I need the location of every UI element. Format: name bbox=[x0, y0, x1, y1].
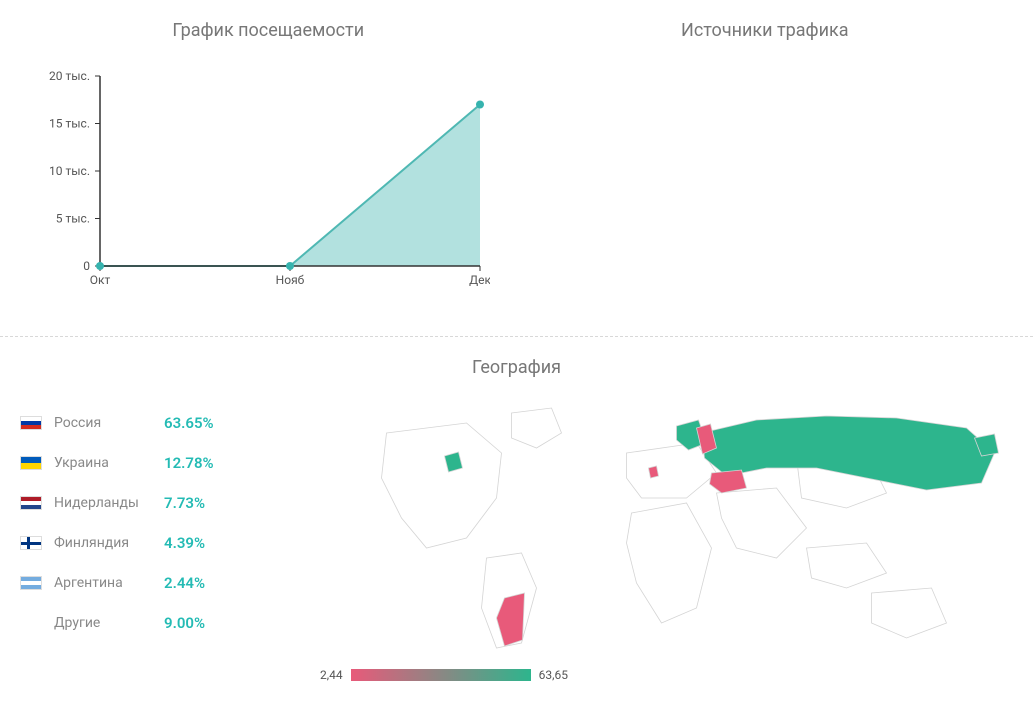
country-pct: 2.44% bbox=[164, 574, 205, 592]
country-name: Россия bbox=[54, 415, 164, 431]
flag-placeholder bbox=[20, 616, 42, 630]
svg-text:0: 0 bbox=[83, 259, 90, 273]
country-name: Другие bbox=[54, 615, 164, 631]
country-name: Украина bbox=[54, 455, 164, 471]
section-divider bbox=[0, 336, 1033, 337]
country-pct: 12.78% bbox=[164, 454, 214, 472]
traffic-chart-panel: График посещаемости 0 5 тыс. 10 тыс. 15 тыс… bbox=[20, 20, 517, 296]
flag-ua-icon bbox=[20, 456, 42, 470]
geography-map-panel: 2,44 63,65 bbox=[320, 398, 1013, 682]
traffic-sources-panel: Источники трафика bbox=[517, 20, 1014, 296]
legend-min: 2,44 bbox=[320, 668, 343, 682]
world-map bbox=[320, 398, 1013, 658]
svg-text:5 тыс.: 5 тыс. bbox=[56, 212, 90, 226]
geography-title: География bbox=[0, 357, 1033, 378]
geo-row: Россия63.65% bbox=[20, 403, 320, 443]
geography-list: Россия63.65%Украина12.78%Нидерланды7.73%… bbox=[20, 398, 320, 682]
svg-text:10 тыс.: 10 тыс. bbox=[49, 164, 90, 178]
svg-text:20 тыс.: 20 тыс. bbox=[49, 69, 90, 83]
country-name: Нидерланды bbox=[54, 495, 164, 511]
svg-text:Нояб: Нояб bbox=[276, 273, 305, 287]
traffic-chart: 0 5 тыс. 10 тыс. 15 тыс. 20 тыс. Окт Нояб Дек bbox=[30, 66, 490, 296]
traffic-chart-title: График посещаемости bbox=[20, 20, 517, 41]
svg-text:Дек: Дек bbox=[469, 273, 490, 287]
map-legend: 2,44 63,65 bbox=[320, 668, 1013, 682]
legend-gradient bbox=[351, 669, 531, 681]
svg-text:15 тыс.: 15 тыс. bbox=[49, 117, 90, 131]
geo-row: Финляндия4.39% bbox=[20, 523, 320, 563]
flag-ar-icon bbox=[20, 576, 42, 590]
geo-row: Украина12.78% bbox=[20, 443, 320, 483]
country-pct: 9.00% bbox=[164, 614, 205, 632]
flag-fi-icon bbox=[20, 536, 42, 550]
traffic-sources-title: Источники трафика bbox=[517, 20, 1014, 41]
geo-row: Другие9.00% bbox=[20, 603, 320, 643]
svg-text:Окт: Окт bbox=[90, 273, 111, 287]
country-pct: 7.73% bbox=[164, 494, 205, 512]
flag-ru-icon bbox=[20, 416, 42, 430]
country-name: Аргентина bbox=[54, 575, 164, 591]
flag-nl-icon bbox=[20, 496, 42, 510]
country-name: Финляндия bbox=[54, 535, 164, 551]
country-pct: 63.65% bbox=[164, 414, 214, 432]
geo-row: Аргентина2.44% bbox=[20, 563, 320, 603]
legend-max: 63,65 bbox=[539, 668, 568, 682]
country-pct: 4.39% bbox=[164, 534, 205, 552]
geo-row: Нидерланды7.73% bbox=[20, 483, 320, 523]
